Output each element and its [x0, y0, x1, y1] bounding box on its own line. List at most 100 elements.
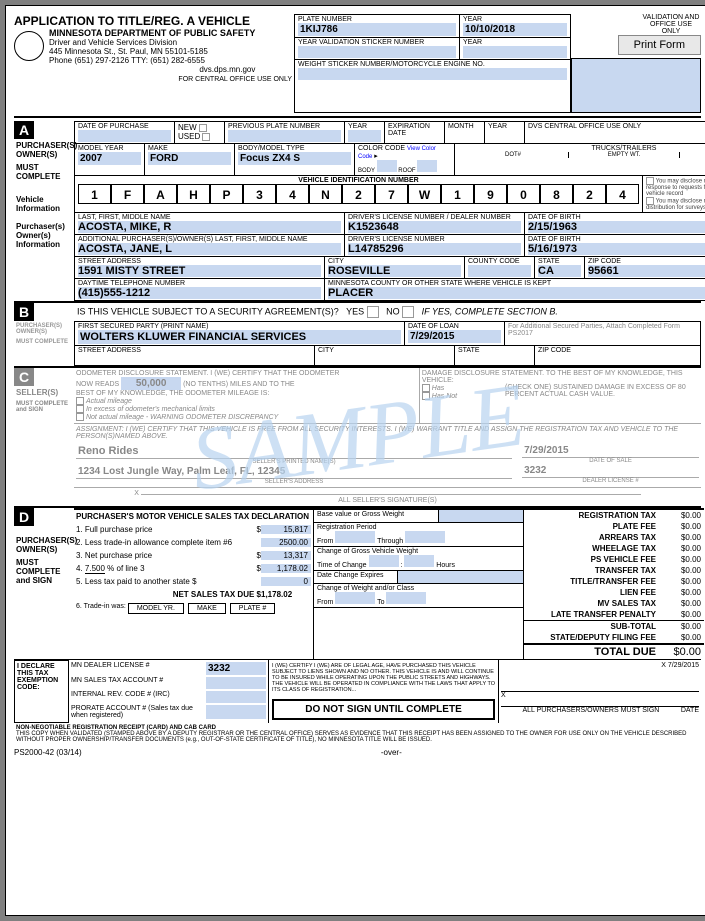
central-note: FOR CENTRAL OFFICE USE ONLY: [14, 74, 294, 85]
print-button[interactable]: Print Form: [618, 35, 701, 55]
sale-date[interactable]: 7/29/2015: [522, 444, 699, 458]
name2-label: ADDITIONAL PURCHASER(S)/OWNER(S) LAST, F…: [78, 236, 341, 243]
base-v[interactable]: [439, 510, 523, 522]
year3-value[interactable]: [348, 130, 381, 142]
dealer-lic[interactable]: 3232: [522, 464, 699, 478]
county[interactable]: [468, 265, 531, 277]
my-value[interactable]: 2007: [78, 152, 141, 165]
ppn-value[interactable]: [228, 130, 341, 142]
irc-v[interactable]: [206, 691, 266, 703]
vin-char[interactable]: 2: [342, 184, 375, 204]
v3[interactable]: 13,317: [261, 551, 311, 560]
name1[interactable]: ACOSTA, MIKE, R: [78, 221, 341, 233]
make-value[interactable]: FORD: [148, 152, 231, 165]
damage-title: DAMAGE DISCLOSURE STATEMENT. TO THE BEST…: [422, 370, 699, 384]
dl2[interactable]: L14785296: [348, 243, 521, 255]
dob1[interactable]: 2/15/1963: [528, 221, 705, 233]
disc1-check[interactable]: [646, 177, 654, 185]
vin-char[interactable]: A: [144, 184, 177, 204]
c1-check[interactable]: [76, 397, 84, 405]
prorate-v[interactable]: [206, 705, 266, 719]
state-seal: [14, 31, 44, 61]
new-check[interactable]: [199, 124, 207, 132]
vin-char[interactable]: 7: [375, 184, 408, 204]
year-value[interactable]: 10/10/2018: [463, 23, 567, 36]
vin-container[interactable]: 1FAHP34N27W190824: [78, 184, 639, 204]
vin-char[interactable]: 8: [540, 184, 573, 204]
c2-check[interactable]: [76, 405, 84, 413]
dl1[interactable]: K1523648: [348, 221, 521, 233]
vin-char[interactable]: 9: [474, 184, 507, 204]
r6-pl: PLATE #: [230, 603, 276, 614]
cwc-to-v[interactable]: [386, 592, 426, 604]
dop-label: DATE OF PURCHASE: [78, 123, 171, 130]
name2[interactable]: ACOSTA, JANE, L: [78, 243, 341, 255]
street-label: STREET ADDRESS: [78, 258, 321, 265]
vin-char[interactable]: W: [408, 184, 441, 204]
city[interactable]: ROSEVILLE: [328, 265, 461, 277]
fee-wheel: WHEELAGE TAX: [527, 544, 661, 553]
mnsales-v[interactable]: [206, 677, 266, 689]
miles[interactable]: 50,000: [121, 377, 181, 390]
disc2-check[interactable]: [646, 197, 654, 205]
vin-char[interactable]: 3: [243, 184, 276, 204]
no-sign: DO NOT SIGN UNTIL COMPLETE: [272, 699, 495, 720]
through-v[interactable]: [405, 531, 445, 543]
toc-v[interactable]: [369, 555, 399, 567]
year2-label: YEAR: [463, 39, 567, 46]
dob2[interactable]: 5/16/1973: [528, 243, 705, 255]
fee-late: LATE TRANSFER PENALTY: [527, 610, 661, 619]
r4b[interactable]: 7.500: [85, 564, 105, 574]
dc-v[interactable]: [398, 571, 523, 583]
kept[interactable]: PLACER: [328, 287, 705, 299]
fee-lien-v: $0.00: [661, 588, 701, 597]
fee-filing: STATE/DEPUTY FILING FEE: [527, 633, 661, 642]
has-check[interactable]: [422, 384, 430, 392]
street[interactable]: 1591 MISTY STREET: [78, 265, 321, 277]
vin-char[interactable]: 2: [573, 184, 606, 204]
no-check[interactable]: [402, 306, 414, 318]
from-v[interactable]: [335, 531, 375, 543]
yes-check[interactable]: [367, 306, 379, 318]
loan[interactable]: 7/29/2015: [408, 330, 501, 343]
vin-char[interactable]: 1: [441, 184, 474, 204]
has: Has: [432, 385, 444, 392]
wsn-value[interactable]: [298, 68, 567, 80]
used-check[interactable]: [202, 133, 210, 141]
vin-char[interactable]: 4: [606, 184, 639, 204]
party[interactable]: WOLTERS KLUWER FINANCIAL SERVICES: [78, 330, 401, 344]
toc-v2[interactable]: [404, 555, 434, 567]
damage2: (CHECK ONE) SUSTAINED DAMAGE IN EXCESS O…: [505, 384, 699, 400]
v1[interactable]: 15,817: [261, 525, 311, 534]
through: Through: [377, 538, 403, 545]
seller-addr[interactable]: 1234 Lost Jungle Way, Palm Leaf, FL, 123…: [76, 465, 512, 479]
roof-color[interactable]: [417, 160, 437, 172]
state[interactable]: CA: [538, 265, 581, 277]
vin-char[interactable]: P: [210, 184, 243, 204]
yvsn-value[interactable]: [298, 46, 456, 58]
body-color[interactable]: [377, 160, 397, 172]
no-label: NO: [386, 306, 400, 316]
seller-name[interactable]: Reno Rides: [76, 444, 512, 459]
c3-check[interactable]: [76, 413, 84, 421]
phone[interactable]: (415)555-1212: [78, 287, 321, 299]
body-value[interactable]: Focus ZX4 S: [238, 152, 351, 165]
v4[interactable]: 1,178.02: [261, 564, 311, 573]
hasnot-check[interactable]: [422, 392, 430, 400]
vin-char[interactable]: N: [309, 184, 342, 204]
mndeal-v[interactable]: 3232: [206, 662, 266, 675]
vin-char[interactable]: 1: [78, 184, 111, 204]
vin-char[interactable]: 4: [276, 184, 309, 204]
year2-value[interactable]: [463, 46, 567, 58]
v5[interactable]: 0: [261, 577, 311, 586]
vin-char[interactable]: H: [177, 184, 210, 204]
dop-value[interactable]: [78, 130, 171, 142]
b-street[interactable]: [78, 354, 311, 364]
plate-number[interactable]: 1KIJ786: [298, 23, 456, 36]
vin-char[interactable]: F: [111, 184, 144, 204]
section-a: A: [14, 121, 34, 139]
v2[interactable]: 2500.00: [261, 538, 311, 547]
vin-char[interactable]: 0: [507, 184, 540, 204]
zip[interactable]: 95661: [588, 265, 705, 277]
cwc-from-v[interactable]: [335, 592, 375, 604]
